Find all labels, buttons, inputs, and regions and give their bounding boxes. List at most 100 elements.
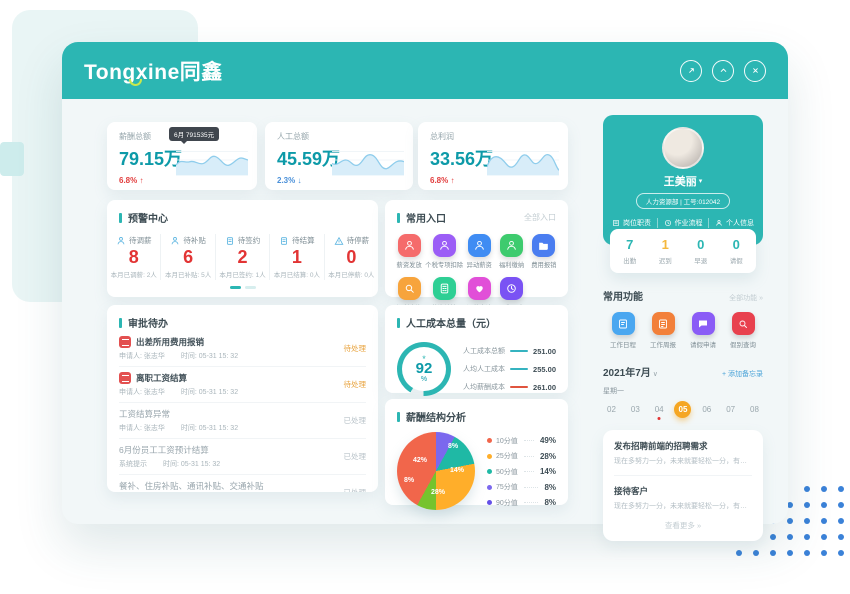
- legend-dot: [487, 500, 492, 505]
- pie-slice-label: 14%: [450, 466, 465, 474]
- warning-triangle-icon: [334, 236, 344, 245]
- memo-item[interactable]: 接待客户 现在多努力一分，未来就要轻松一分，有时更...: [614, 485, 752, 511]
- quick-entry-item[interactable]: 福利缴纳: [495, 234, 527, 269]
- calendar-day-active[interactable]: 05: [674, 401, 692, 418]
- calendar-day[interactable]: 02: [607, 405, 616, 414]
- warning-item[interactable]: 待停薪 0 本月已停薪: 0人: [325, 234, 378, 280]
- calendar-day[interactable]: 04: [651, 401, 668, 418]
- attendance-item[interactable]: 1 迟到: [648, 237, 684, 265]
- stat-card-profit-total: 总利润 33.56万 6.8% ↑: [418, 122, 568, 190]
- weekday-label: 星期一: [603, 388, 624, 395]
- attendance-item[interactable]: 0 请假: [719, 237, 755, 265]
- approval-title: 工资结算异常: [119, 409, 171, 419]
- duty-link[interactable]: 岗位职责: [612, 218, 651, 228]
- approval-row[interactable]: 工资结算异常 申请人: 张志华 时间: 05-31 15: 32 已处理: [119, 403, 366, 439]
- function-item[interactable]: 工作周报: [643, 312, 683, 349]
- stat-value: 45.59万: [277, 149, 341, 169]
- stat-card-labor-total: 人工总额 45.59万 2.3% ↓: [265, 122, 413, 190]
- legend-line: [510, 350, 529, 352]
- carousel-dots[interactable]: [107, 286, 378, 289]
- window-header: Tongxine同鑫: [62, 42, 788, 99]
- person-icon: [172, 236, 179, 244]
- document-icon: [281, 236, 288, 245]
- document-icon: [226, 236, 233, 245]
- personal-info-link[interactable]: 个人信息: [715, 218, 754, 228]
- quick-entry-card: 常用入口 全部入口 薪资发放 个税专项扣除 异动薪资 福利缴纳 费用报销: [385, 200, 568, 312]
- app-window: Tongxine同鑫 薪酬总额 79.15万 6.8% ↑ 6月 791535元…: [62, 42, 788, 541]
- warning-center-card: 预警中心 待调薪 8 本月已调薪: 2人 待补贴 6 本月已补贴: 5人 待签约…: [107, 200, 378, 297]
- labor-gauge-ring: 92 %: [397, 342, 451, 396]
- quick-entry-item[interactable]: 薪资发放: [393, 234, 425, 269]
- calendar-day[interactable]: 03: [630, 405, 640, 414]
- calendar-days: 02 03 04 05 06 07 08: [603, 401, 763, 418]
- stat-delta: 6.8% ↑: [119, 176, 144, 185]
- pie-slice-label: 8%: [448, 442, 459, 450]
- function-item[interactable]: 请假申请: [683, 312, 723, 349]
- labor-legend: 人工成本总额 251.00 人均人工成本 255.00 人均薪酬成本 261.00: [463, 338, 556, 400]
- link-label: 作业流程: [674, 220, 703, 227]
- status-badge: 待处理: [343, 344, 367, 353]
- quick-entry-label: 个税专项扣除: [425, 262, 464, 269]
- function-item[interactable]: 假别查询: [723, 312, 763, 349]
- report-icon: [651, 312, 675, 335]
- quick-entry-item[interactable]: 费用报销: [528, 234, 560, 269]
- calendar-day[interactable]: 08: [750, 405, 759, 414]
- warning-item[interactable]: 待结算 1 本月已结算: 0人: [270, 234, 325, 280]
- profile-panel: 王美丽 人力资源部 | 工号:012042 岗位职责 作业流程 个人信息: [603, 115, 763, 245]
- process-link[interactable]: 作业流程: [664, 218, 703, 228]
- calendar-day[interactable]: 06: [702, 405, 712, 414]
- schedule-icon: [611, 312, 635, 335]
- approval-row[interactable]: 离职工资结算 申请人: 张志华 时间: 05-31 15: 32 待处理: [119, 367, 366, 403]
- legend-dot: [487, 453, 492, 459]
- user-name[interactable]: 王美丽: [611, 173, 755, 189]
- approval-title: 离职工资结算: [136, 373, 188, 383]
- warning-label: 待结算: [292, 236, 315, 245]
- avatar[interactable]: [662, 127, 704, 169]
- stat-label: 薪酬总额: [119, 132, 151, 141]
- legend-value: 14%: [539, 467, 556, 476]
- expand-icon[interactable]: [680, 59, 702, 82]
- legend-line: [510, 386, 529, 388]
- legend-label: 75分值: [496, 484, 518, 491]
- quick-entry-item[interactable]: 异动薪资: [463, 234, 495, 269]
- attendance-value: 0: [732, 237, 740, 252]
- collapse-icon[interactable]: [712, 59, 734, 82]
- attendance-item[interactable]: 0 早退: [683, 237, 719, 265]
- attendance-value: 7: [626, 237, 634, 252]
- calendar-month-dropdown[interactable]: 2021年7月: [603, 364, 658, 379]
- memo-item[interactable]: 发布招聘前端的招聘需求 现在多努力一分，未来就要轻松一分，有时更...: [614, 440, 752, 466]
- section-title: 薪酬结构分析: [385, 399, 568, 424]
- approval-row[interactable]: 6月份员工工资预计结算 系统提示 时间: 05-31 15: 32 已处理: [119, 439, 366, 475]
- add-memo-link[interactable]: + 添加备忘录: [721, 371, 763, 378]
- approval-applicant: 申请人: 张志华: [119, 353, 165, 360]
- document-icon: [119, 372, 131, 384]
- calendar-day[interactable]: 07: [726, 405, 736, 414]
- view-more-link[interactable]: 查看更多 »: [664, 521, 702, 530]
- quick-entry-item[interactable]: 个税专项扣除: [425, 234, 463, 269]
- person-icon: [117, 236, 125, 244]
- memo-title: 发布招聘前端的招聘需求: [614, 441, 708, 451]
- functions-row: 工作日程 工作周报 请假申请 假别查询: [603, 312, 763, 349]
- document-icon: [119, 336, 131, 348]
- section-title: 人工成本总量（元）: [385, 305, 568, 330]
- quick-entry-label: 费用报销: [531, 262, 557, 269]
- close-icon[interactable]: [744, 59, 766, 82]
- all-entries-link[interactable]: 全部入口: [524, 213, 556, 222]
- attendance-value: 0: [697, 237, 705, 252]
- approval-applicant: 系统提示: [119, 461, 147, 468]
- approval-row[interactable]: 出差所用费用报销 申请人: 张志华 时间: 05-31 15: 32 待处理: [119, 331, 366, 367]
- warning-count: 0: [346, 247, 357, 267]
- warning-item[interactable]: 待签约 2 本月已签约: 1人: [216, 234, 271, 280]
- warning-item[interactable]: 待补贴 6 本月已补贴: 5人: [161, 234, 216, 280]
- status-badge: 已处理: [344, 487, 367, 492]
- warning-item[interactable]: 待调薪 8 本月已调薪: 2人: [107, 234, 162, 280]
- warning-label: 待补贴: [183, 236, 206, 245]
- status-badge: 待处理: [343, 380, 367, 389]
- attendance-value: 1: [661, 237, 669, 252]
- function-item[interactable]: 工作日程: [603, 312, 643, 349]
- person-icon: [432, 234, 456, 257]
- warning-sub: 本月已调薪: 2人: [110, 272, 157, 279]
- all-functions-link[interactable]: 全部功能 »: [729, 295, 763, 302]
- attendance-item[interactable]: 7 出勤: [612, 237, 648, 265]
